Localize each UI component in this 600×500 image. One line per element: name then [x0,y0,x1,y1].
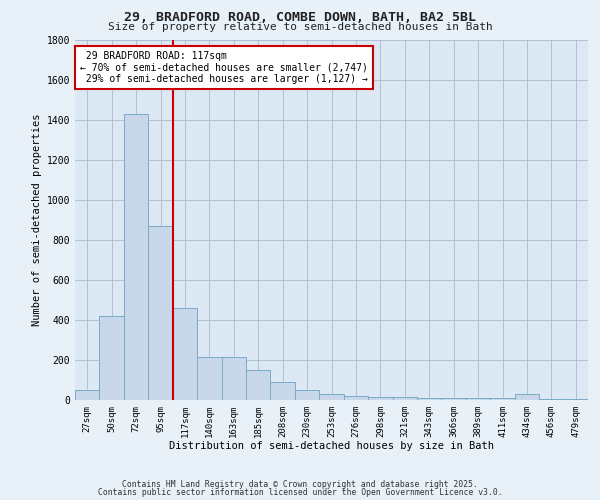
Text: 29, BRADFORD ROAD, COMBE DOWN, BATH, BA2 5BL: 29, BRADFORD ROAD, COMBE DOWN, BATH, BA2… [124,11,476,24]
Bar [246,370,271,400]
Bar [271,382,295,400]
Bar [148,226,173,400]
Bar [539,399,563,400]
Bar [466,398,490,400]
Bar [100,316,124,400]
Bar [417,398,442,400]
Bar [221,357,246,400]
Text: 29 BRADFORD ROAD: 117sqm
← 70% of semi-detached houses are smaller (2,747)
 29% : 29 BRADFORD ROAD: 117sqm ← 70% of semi-d… [80,51,368,84]
Text: Size of property relative to semi-detached houses in Bath: Size of property relative to semi-detach… [107,22,493,32]
Bar [563,399,588,400]
Bar [515,394,539,400]
Bar [392,398,417,400]
Bar [295,390,319,400]
Bar [368,397,392,400]
Text: Contains HM Land Registry data © Crown copyright and database right 2025.: Contains HM Land Registry data © Crown c… [122,480,478,489]
Bar [197,357,221,400]
Y-axis label: Number of semi-detached properties: Number of semi-detached properties [32,114,43,326]
Bar [319,394,344,400]
Text: Contains public sector information licensed under the Open Government Licence v3: Contains public sector information licen… [98,488,502,497]
Bar [75,390,100,400]
Bar [490,398,515,400]
Bar [173,308,197,400]
Bar [442,398,466,400]
Bar [124,114,148,400]
Bar [344,396,368,400]
X-axis label: Distribution of semi-detached houses by size in Bath: Distribution of semi-detached houses by … [169,442,494,452]
